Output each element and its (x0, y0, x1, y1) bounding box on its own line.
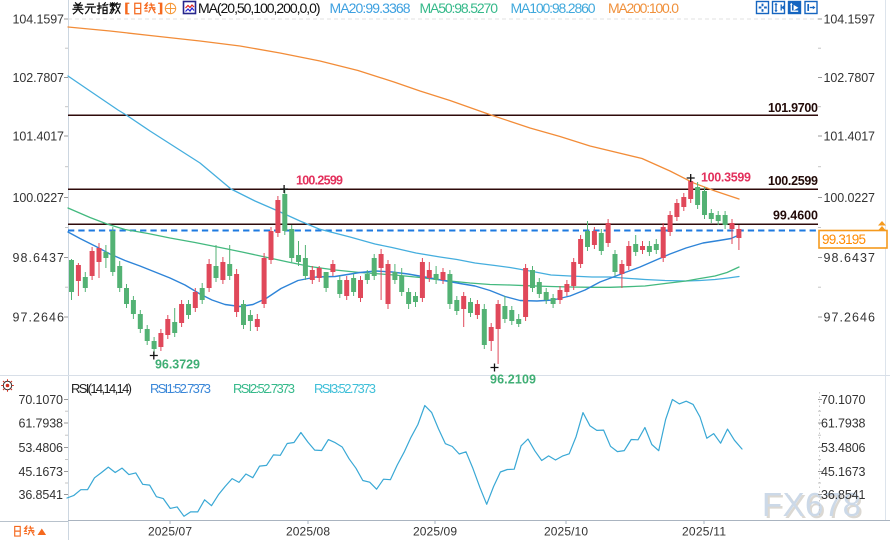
svg-text:98.6437: 98.6437 (13, 251, 65, 265)
svg-text:100.0227: 100.0227 (13, 191, 65, 205)
svg-text:100.2599: 100.2599 (296, 174, 343, 188)
svg-text:100.0227: 100.0227 (824, 191, 876, 205)
svg-text:2025/11: 2025/11 (682, 525, 726, 539)
svg-text:RSI3:52.7373: RSI3:52.7373 (314, 381, 376, 396)
svg-text:99.3195: 99.3195 (822, 232, 866, 247)
svg-text:45.1673: 45.1673 (19, 465, 64, 479)
svg-text:102.7807: 102.7807 (13, 71, 65, 85)
svg-text:70.1070: 70.1070 (19, 393, 64, 407)
svg-text:2025/10: 2025/10 (544, 525, 588, 539)
svg-text:99.4600: 99.4600 (773, 208, 818, 222)
svg-text:53.4806: 53.4806 (821, 441, 866, 455)
svg-text:2025/09: 2025/09 (413, 525, 457, 539)
svg-text:RSI2:52.7373: RSI2:52.7373 (233, 381, 295, 396)
svg-text:100.3599: 100.3599 (701, 171, 751, 185)
svg-text:104.1597: 104.1597 (13, 12, 65, 26)
svg-text:96.2109: 96.2109 (490, 373, 536, 387)
svg-text:96.3729: 96.3729 (155, 358, 200, 372)
svg-text:61.7938: 61.7938 (821, 416, 866, 430)
svg-text:FX678: FX678 (764, 488, 863, 525)
svg-text:97.2646: 97.2646 (824, 310, 876, 324)
svg-text:MA50:98.5270: MA50:98.5270 (420, 0, 499, 16)
svg-text:98.6437: 98.6437 (824, 251, 876, 265)
svg-text:36.8541: 36.8541 (821, 488, 866, 502)
svg-text:MA100:98.2860: MA100:98.2860 (511, 0, 596, 16)
svg-text:104.1597: 104.1597 (824, 12, 876, 26)
svg-text:45.1673: 45.1673 (821, 465, 866, 479)
svg-text:RSI1:52.7373: RSI1:52.7373 (150, 381, 211, 396)
svg-text:MA(20,50,100,200,0,0): MA(20,50,100,200,0,0) (198, 0, 321, 16)
svg-text:36.8541: 36.8541 (19, 488, 64, 502)
svg-text:70.1070: 70.1070 (821, 393, 866, 407)
svg-text:RSI(14,14,14): RSI(14,14,14) (71, 381, 132, 396)
svg-text:53.4806: 53.4806 (19, 441, 64, 455)
svg-text:MA200:100.0: MA200:100.0 (608, 0, 679, 16)
svg-text:MA20:99.3368: MA20:99.3368 (330, 0, 411, 16)
svg-text:101.9700: 101.9700 (768, 101, 818, 115)
svg-text:FX678: FX678 (762, 486, 861, 523)
svg-text:101.4017: 101.4017 (824, 129, 876, 143)
svg-text:102.7807: 102.7807 (824, 71, 876, 85)
svg-text:2025/08: 2025/08 (286, 525, 330, 539)
svg-text:100.2599: 100.2599 (768, 174, 818, 188)
svg-text:61.7938: 61.7938 (19, 416, 64, 430)
svg-text:2025/07: 2025/07 (148, 525, 192, 539)
svg-text:97.2646: 97.2646 (13, 310, 65, 324)
svg-text:101.4017: 101.4017 (13, 129, 65, 143)
